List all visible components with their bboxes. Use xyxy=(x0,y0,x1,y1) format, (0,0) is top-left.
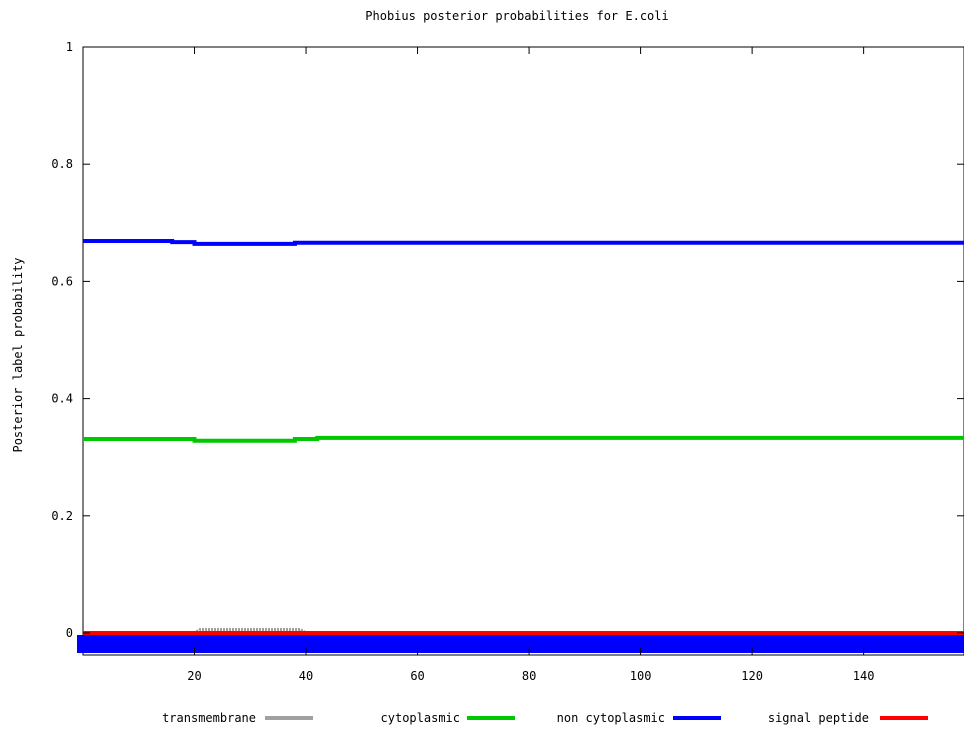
y-tick-label: 0.2 xyxy=(51,509,73,523)
x-tick-label: 100 xyxy=(630,669,652,683)
baseline-band xyxy=(77,635,964,653)
x-tick-label: 20 xyxy=(187,669,201,683)
chart-title: Phobius posterior probabilities for E.co… xyxy=(365,9,668,23)
x-tick-label: 40 xyxy=(299,669,313,683)
x-tick-label: 80 xyxy=(522,669,536,683)
y-tick-label: 0.4 xyxy=(51,392,73,406)
legend-label: cytoplasmic xyxy=(381,711,460,725)
legend-label: signal peptide xyxy=(768,711,869,725)
x-tick-label: 140 xyxy=(853,669,875,683)
plot-area xyxy=(77,46,964,656)
legend: transmembrane cytoplasmic non cytoplasmic s… xyxy=(162,711,928,725)
series-line-cytoplasmic xyxy=(83,435,964,443)
x-tick-label: 60 xyxy=(410,669,424,683)
legend-label: transmembrane xyxy=(162,711,256,725)
y-axis-title: Posterior label probability xyxy=(11,257,25,452)
x-tick-label: 120 xyxy=(741,669,763,683)
series-line-non-cytoplasmic xyxy=(83,239,964,246)
plot-frame xyxy=(82,46,964,656)
legend-label: non cytoplasmic xyxy=(557,711,665,725)
y-tick-label: 1 xyxy=(66,40,73,54)
y-tick-label: 0.6 xyxy=(51,274,73,288)
y-tick-label: 0 xyxy=(66,626,73,640)
y-tick-label: 0.8 xyxy=(51,157,73,171)
